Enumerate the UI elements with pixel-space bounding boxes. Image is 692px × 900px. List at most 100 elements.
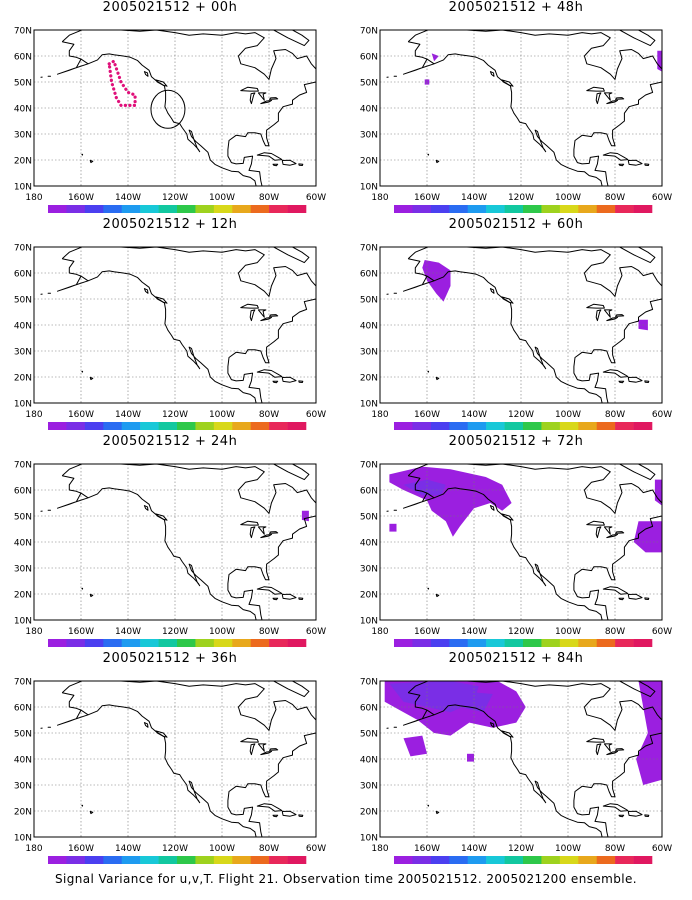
coastline — [57, 275, 89, 292]
coastline — [81, 153, 84, 156]
coastline — [240, 86, 259, 92]
colorbar-label: 2.2 — [426, 432, 436, 434]
colorbar-label: 21 — [593, 215, 601, 217]
lat-tick-label: 30N — [360, 565, 378, 575]
colorbar-label: 4 — [466, 215, 470, 217]
coastline — [427, 587, 430, 590]
coastline — [155, 79, 168, 87]
lon-tick-label: 180 — [371, 193, 388, 203]
colorbar-label: 29 — [265, 432, 273, 434]
lat-tick-label: 30N — [360, 348, 378, 358]
lat-tick-label: 60N — [14, 53, 32, 63]
lat-tick-label: 40N — [360, 105, 378, 115]
colorbar-swatch — [269, 856, 288, 864]
colorbar-swatch — [121, 422, 141, 430]
coastline — [619, 464, 656, 481]
colorbar-swatch — [467, 856, 487, 864]
coastline — [426, 53, 603, 186]
lon-tick-label: 80W — [259, 410, 279, 420]
colorbar-label: 5.1 — [481, 866, 491, 868]
coastline — [80, 704, 257, 837]
colorbar-swatch — [486, 856, 505, 864]
colorbar-label: 4 — [120, 649, 124, 651]
colorbar-swatch — [578, 205, 598, 213]
colorbar-swatch — [103, 639, 123, 647]
coastline — [89, 159, 94, 164]
lon-tick-label: 100W — [555, 193, 581, 203]
lat-tick-label: 50N — [360, 296, 378, 306]
lon-tick-label: 60W — [652, 193, 672, 203]
lon-tick-label: 160W — [414, 410, 440, 420]
coastline — [435, 593, 440, 598]
colorbar-swatch — [269, 639, 288, 647]
coastline — [57, 709, 89, 726]
coastline — [403, 58, 435, 75]
colorbar-swatch — [84, 205, 104, 213]
colorbar-swatch — [121, 856, 141, 864]
colorbar-label: 9 — [193, 866, 197, 868]
colorbar-label: 14 — [574, 432, 582, 434]
colorbar-label: 5.1 — [135, 215, 145, 217]
colorbar-swatch — [633, 422, 653, 430]
lon-tick-label: 80W — [259, 193, 279, 203]
lat-tick-label: 70N — [14, 678, 32, 688]
coastline — [408, 258, 428, 277]
coastline — [317, 78, 333, 90]
coastline — [298, 814, 304, 817]
coastline — [644, 597, 650, 600]
colorbar-swatch — [449, 422, 469, 430]
colorbar-label: 21 — [247, 432, 255, 434]
colorbar-swatch — [232, 422, 252, 430]
colorbar-swatch — [121, 639, 141, 647]
coastline — [62, 258, 82, 277]
coastline — [644, 814, 650, 817]
lon-tick-label: 60W — [652, 410, 672, 420]
coastline — [260, 751, 273, 756]
coastline — [273, 464, 310, 481]
coastline — [663, 729, 679, 741]
colorbar-label: 7.5 — [518, 649, 528, 651]
colorbar-swatch — [232, 856, 252, 864]
lat-tick-label: 70N — [14, 27, 32, 37]
colorbar-label: 9 — [193, 649, 197, 651]
coastline — [426, 270, 603, 403]
coastline — [61, 464, 316, 620]
coastline — [61, 681, 316, 837]
colorbar-swatch — [158, 856, 178, 864]
coastline — [427, 370, 430, 373]
coastline — [407, 247, 662, 403]
variance-shade — [389, 466, 512, 537]
coastline — [61, 247, 316, 403]
colorbar-swatch — [559, 422, 579, 430]
coastline — [143, 722, 149, 728]
colorbar-label: 4 — [120, 866, 124, 868]
map-panel: 2005021512 + 24h 10N 20N 30N 40N 50N 60N 70N 180… — [0, 434, 340, 650]
coastline — [435, 810, 440, 815]
coastline — [143, 71, 149, 77]
panel-title: 2005021512 + 84h — [448, 651, 584, 666]
colorbar-label: 40 — [629, 866, 637, 868]
map-plot: 10N 20N 30N 40N 50N 60N 70N 180 160W 140W 120W 100W… — [14, 461, 326, 651]
colorbar-label: 6.3 — [499, 432, 509, 434]
lat-tick-label: 30N — [360, 131, 378, 141]
colorbar-label: 7.5 — [518, 215, 528, 217]
colorbar-label: 5.1 — [481, 215, 491, 217]
colorbar-swatch — [633, 856, 653, 864]
colorbar-swatch — [250, 856, 270, 864]
coastline — [407, 30, 662, 186]
colorbar-swatch — [559, 205, 579, 213]
colorbar-label: 29 — [611, 649, 619, 651]
coastline — [615, 531, 625, 534]
map-panel: 2005021512 + 84h 10N 20N 30N 40N 50N 60N 70N 180… — [346, 651, 686, 867]
colorbar-swatch — [213, 205, 233, 213]
coastline — [435, 376, 440, 381]
coastline — [501, 513, 514, 521]
coastline — [619, 247, 656, 264]
lat-tick-label: 70N — [14, 461, 32, 471]
colorbar-label: 5.1 — [481, 649, 491, 651]
variance-shade — [301, 510, 309, 522]
coastline — [298, 163, 304, 166]
coastline — [663, 295, 679, 307]
lat-tick-label: 50N — [360, 79, 378, 89]
colorbar-label: 11 — [210, 866, 218, 868]
